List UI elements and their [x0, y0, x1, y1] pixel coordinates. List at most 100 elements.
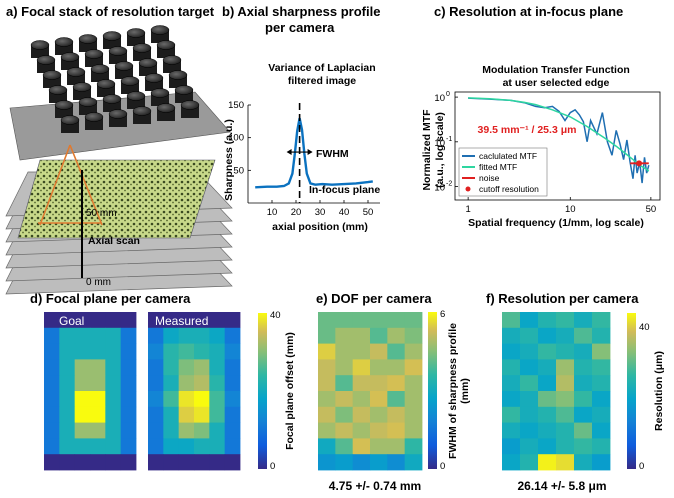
heatmap-cell [592, 438, 611, 455]
heatmap-cell [370, 454, 388, 471]
heatmap-cell [520, 375, 539, 392]
heatmap-cell [178, 406, 195, 423]
heatmap-cell [163, 422, 180, 439]
heatmap-cell [59, 438, 76, 455]
heatmap-cell [224, 359, 241, 376]
camera-lens [78, 97, 98, 107]
heatmap-cell [74, 438, 91, 455]
heatmap-cell [178, 375, 195, 392]
heatmap-cell [178, 312, 195, 329]
heatmap-cell [209, 359, 226, 376]
heatmap-cell [556, 422, 575, 439]
heatmap-cell [44, 422, 60, 439]
heatmap-cell [556, 406, 575, 423]
heatmap-cell [502, 327, 521, 344]
heatmap-cell [404, 438, 423, 455]
sharpness-x-tick-label: 10 [267, 207, 278, 218]
heatmap-cell [370, 438, 388, 455]
panel-f-title: f) Resolution per camera [486, 291, 639, 306]
heatmap-cell [74, 327, 91, 344]
camera-lens [84, 112, 104, 122]
dof-cbar-label-line2: (mm) [459, 378, 471, 404]
heatmap-cell [370, 343, 388, 360]
heatmap-cell [318, 312, 336, 329]
heatmap-cell [209, 375, 226, 392]
heatmap-cell [404, 312, 423, 329]
heatmap-cell [574, 359, 593, 376]
legend-entry: cutoff resolution [479, 184, 539, 194]
heatmap-cell [352, 359, 371, 376]
camera-lens [48, 85, 68, 95]
heatmap-cell [120, 391, 137, 408]
camera-lens [54, 100, 74, 110]
heatmap-cell [224, 406, 241, 423]
heatmap-cell [209, 312, 226, 329]
mtf-y-tick-exponent: -2 [446, 181, 452, 188]
panel-b-subtitle-line1: Variance of Laplacian [268, 62, 375, 74]
sharpness-y-tick-label: 150 [228, 100, 244, 111]
heatmap-cell [556, 391, 575, 408]
heatmap-cell [370, 375, 388, 392]
heatmap-cell [520, 312, 539, 329]
heatmap-cell [502, 359, 521, 376]
heatmap-cell [335, 406, 354, 423]
resolution-cbar-label: Resolution (μm) [653, 351, 665, 431]
heatmap-cell [520, 343, 539, 360]
mtf-ylabel-line1: Normalized MTF [421, 109, 433, 191]
heatmap-cell [74, 406, 91, 423]
heatmap-cell [387, 375, 406, 392]
heatmap-cell [163, 327, 180, 344]
goal-label: Goal [59, 314, 84, 328]
heatmap-cell [335, 375, 354, 392]
heatmap-cell [502, 343, 521, 360]
heatmap-cell [370, 359, 388, 376]
heatmap-cell [502, 454, 521, 471]
resolution-cbar-max: 40 [639, 322, 650, 333]
heatmap-cell [163, 454, 180, 471]
heatmap-cell [163, 391, 180, 408]
heatmap-cell [105, 327, 122, 344]
heatmap-cell [120, 438, 137, 455]
dof-cbar-max: 6 [440, 309, 445, 320]
heatmap-cell [556, 359, 575, 376]
camera-lens [60, 52, 80, 62]
heatmap-cell [404, 406, 423, 423]
mtf-x-tick-label: 1 [465, 204, 470, 215]
field-of-view-line [39, 144, 71, 226]
heatmap-cell [224, 422, 241, 439]
heatmap-cell [194, 438, 210, 455]
resolution-cbar-min: 0 [639, 461, 644, 472]
heatmap-cell [592, 454, 611, 471]
heatmap-cell [556, 438, 575, 455]
camera-lens [114, 61, 134, 71]
camera-lens [72, 82, 92, 92]
heatmap-cell [74, 343, 91, 360]
heatmap-cell [148, 375, 164, 392]
mtf-x-tick-label: 50 [646, 204, 657, 215]
heatmap-cell [105, 312, 122, 329]
heatmap-cell [404, 343, 423, 360]
panel-b-subtitle-line2: filtered image [288, 75, 356, 87]
heatmap-cell [194, 391, 210, 408]
focal-cbar-min: 0 [270, 461, 275, 472]
heatmap-cell [148, 359, 164, 376]
heatmap-cell [90, 406, 106, 423]
sharpness-ylabel: Sharpness (a.u.) [223, 119, 235, 201]
heatmap-cell [404, 391, 423, 408]
heatmap-cell [335, 312, 354, 329]
focal-colorbar [258, 313, 267, 469]
in-focus-annotation: In-focus plane [309, 184, 380, 196]
heatmap-cell [318, 375, 336, 392]
heatmap-cell [148, 454, 164, 471]
heatmap-cell [59, 343, 76, 360]
heatmap-cell [520, 422, 539, 439]
heatmap-cell [370, 391, 388, 408]
heatmap-cell [574, 406, 593, 423]
camera-lens [30, 40, 50, 50]
heatmap-cell [209, 391, 226, 408]
heatmap-cell [538, 312, 557, 329]
heatmap-cell [120, 406, 137, 423]
heatmap-cell [538, 406, 557, 423]
heatmap-cell [318, 454, 336, 471]
heatmap-cell [148, 312, 164, 329]
